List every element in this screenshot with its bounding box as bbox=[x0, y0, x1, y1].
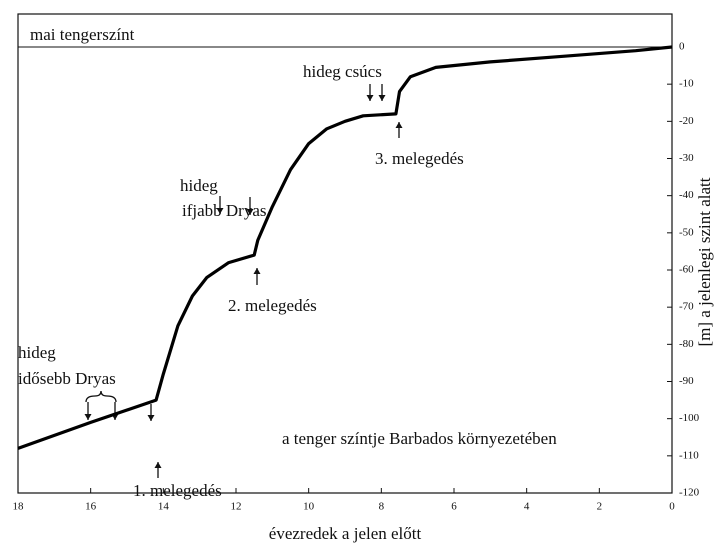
annotation: 3. melegedés bbox=[375, 149, 464, 168]
annotation: hideg bbox=[18, 343, 56, 362]
y-axis-title: [m] a jelenlegi szint alatt bbox=[695, 177, 714, 346]
x-tick-label: 6 bbox=[451, 501, 457, 513]
arrows bbox=[84, 84, 403, 478]
annotation: ifjabb Dryas bbox=[182, 201, 267, 220]
y-tick-label: -120 bbox=[679, 487, 700, 499]
arrow-head bbox=[154, 462, 162, 468]
y-tick-label: 0 bbox=[679, 41, 685, 53]
sea-level-curve bbox=[17, 45, 673, 450]
arrow-head bbox=[395, 122, 403, 128]
x-tick-label: 0 bbox=[669, 501, 675, 513]
brace bbox=[85, 390, 117, 403]
plot-frame bbox=[17, 13, 673, 494]
y-tick-label: -100 bbox=[679, 412, 700, 424]
arrow-head bbox=[253, 268, 261, 274]
arrow-head bbox=[147, 415, 155, 421]
x-tick-label: 14 bbox=[158, 501, 170, 513]
arrow-head bbox=[378, 95, 386, 101]
x-tick-label: 2 bbox=[597, 501, 603, 513]
x-tick-label: 18 bbox=[13, 501, 25, 513]
arrow-head bbox=[216, 208, 224, 214]
x-tick-label: 4 bbox=[524, 501, 530, 513]
y-tick-label: -60 bbox=[679, 264, 694, 276]
annotation: hideg bbox=[180, 176, 218, 195]
y-tick-label: -90 bbox=[679, 375, 694, 387]
y-tick-label: -20 bbox=[679, 115, 694, 127]
y-tick-label: -50 bbox=[679, 226, 694, 238]
annotation: hideg csúcs bbox=[303, 62, 382, 81]
x-tick-label: 8 bbox=[379, 501, 385, 513]
x-tick-label: 10 bbox=[303, 501, 315, 513]
y-tick-label: -30 bbox=[679, 152, 694, 164]
arrow-head bbox=[246, 209, 254, 215]
x-axis-title: évezredek a jelen előtt bbox=[269, 524, 422, 543]
annotation: idősebb Dryas bbox=[18, 369, 116, 388]
arrow-head bbox=[366, 95, 374, 101]
annotation: a tenger színtje Barbados környezetében bbox=[282, 429, 557, 448]
annotation: 1. melegedés bbox=[133, 481, 222, 500]
annotation: 2. melegedés bbox=[228, 296, 317, 315]
y-tick-label: -70 bbox=[679, 301, 694, 313]
y-tick-label: -10 bbox=[679, 78, 694, 90]
arrow-head bbox=[84, 414, 92, 420]
x-tick-label: 16 bbox=[85, 501, 97, 513]
x-tick-label: 12 bbox=[231, 501, 242, 513]
y-tick-label: -40 bbox=[679, 189, 694, 201]
y-tick-label: -110 bbox=[679, 449, 699, 461]
y-tick-label: -80 bbox=[679, 338, 694, 350]
annotation: mai tengerszínt bbox=[30, 25, 135, 44]
